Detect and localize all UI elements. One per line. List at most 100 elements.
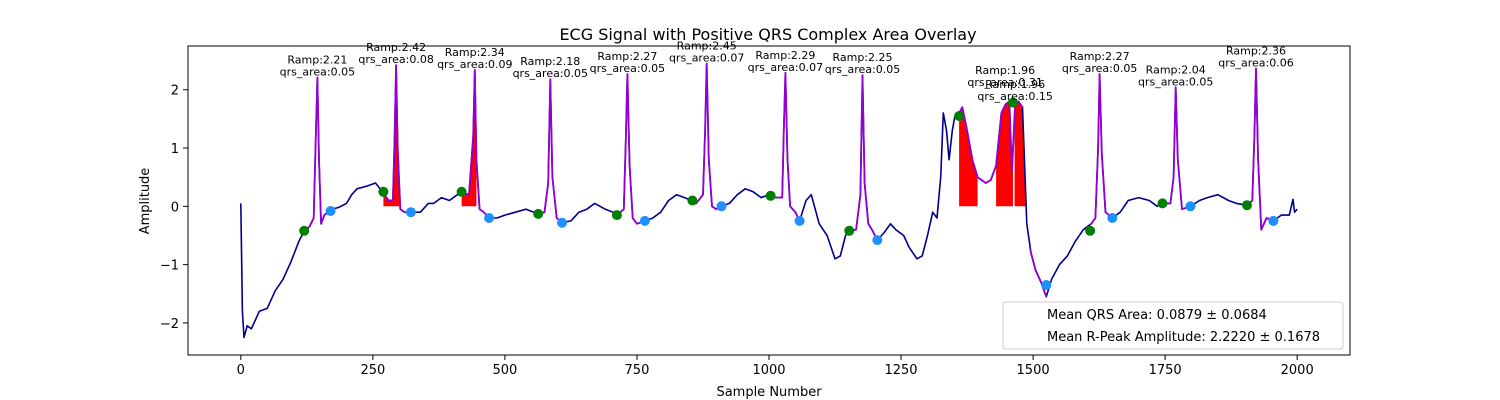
y-tick-label: −2 [160, 317, 179, 332]
qrs-area-label: qrs_area:0.31 [967, 76, 1042, 89]
x-tick-label: 2000 [1281, 363, 1314, 378]
ramp-label: Ramp:2.42 [366, 41, 426, 54]
x-tick-label: 500 [492, 363, 517, 378]
qrs-area-fill-3 [959, 107, 978, 207]
qrs-complex-segment-9 [958, 100, 1024, 184]
qrs-area-label: qrs_area:0.07 [748, 61, 823, 74]
qrs-complex-segment-5 [616, 73, 646, 225]
qrs-area-fill-1 [383, 65, 400, 207]
q-onset-marker-3 [456, 186, 467, 197]
qrs-area-label: qrs_area:0.09 [437, 58, 512, 71]
qrs-area-label: qrs_area:0.05 [1138, 75, 1213, 88]
q-onset-marker-4 [533, 208, 544, 219]
ramp-label: Ramp:2.04 [1146, 63, 1206, 76]
qrs-complex-segment-2 [381, 64, 411, 214]
legend-box [1002, 301, 1344, 350]
q-onset-marker-7 [765, 190, 776, 201]
y-tick-label: 2 [171, 84, 179, 99]
q-onset-marker-2 [378, 186, 389, 197]
qrs-area-fill-2 [461, 69, 477, 207]
s-offset-marker-4 [557, 217, 567, 228]
legend-entry-mean-r-peak-amplitude: Mean R-Peak Amplitude: 2.2220 ± 0.1678 [1047, 330, 1320, 345]
x-tick-label: 1250 [884, 363, 917, 378]
qrs-area-fill-5 [1014, 101, 1027, 207]
q-onset-marker-6 [687, 195, 698, 206]
qrs-area-label: qrs_area:0.15 [977, 90, 1052, 103]
s-offset-marker-7 [794, 215, 805, 226]
s-offset-marker-2 [405, 207, 416, 218]
s-offset-marker-6 [716, 201, 727, 212]
q-onset-marker-11 [1085, 225, 1096, 236]
legend: Mean QRS Area: 0.0879 ± 0.0684 Mean R-Pe… [1002, 301, 1344, 350]
y-tick-label: −1 [160, 259, 179, 274]
q-onset-marker-8 [844, 225, 855, 236]
y-axis-label: Amplitude [138, 168, 153, 235]
x-axis-label: Sample Number [716, 385, 822, 400]
ramp-label: Ramp:2.34 [445, 46, 505, 59]
s-offset-marker-9 [1041, 280, 1052, 290]
s-offset-marker-5 [639, 215, 650, 226]
x-tick-label: 250 [360, 363, 385, 378]
ramp-label: Ramp:2.27 [597, 50, 657, 63]
x-tick-label: 1000 [752, 363, 785, 378]
ramp-label: Ramp:2.36 [1226, 45, 1286, 58]
plot-area: Ramp:2.21qrs_area:0.05Ramp:2.42qrs_area:… [240, 40, 1298, 339]
qrs-area-label: qrs_area:0.08 [358, 53, 433, 66]
qrs-complex-segment-11 [1089, 73, 1113, 226]
ramp-label: Ramp:2.29 [755, 49, 815, 62]
y-tick-label: 0 [171, 200, 179, 215]
s-offset-marker-8 [872, 235, 883, 246]
qrs-area-label: qrs_area:0.05 [825, 63, 900, 76]
qrs-area-label: qrs_area:0.07 [669, 52, 744, 65]
qrs-complex-segment-6 [690, 62, 722, 211]
qrs-area-label: qrs_area:0.05 [590, 62, 665, 75]
s-offset-marker-3 [484, 213, 495, 223]
q-onset-marker-1 [299, 225, 310, 236]
qrs-complex-segment-7 [768, 71, 801, 222]
ramp-label: Ramp:1.96 [975, 64, 1035, 77]
s-offset-marker-10 [1107, 213, 1118, 223]
s-offset-marker-1 [325, 206, 336, 216]
x-axis-ticks: 0 250 500 750 1000 1250 1500 1750 2000 [237, 355, 1314, 378]
x-tick-label: 750 [625, 363, 650, 378]
y-tick-label: 1 [171, 142, 179, 157]
qrs-complex-segment-3 [461, 69, 490, 219]
ramp-label: Ramp:2.18 [520, 55, 580, 68]
chart-title: ECG Signal with Positive QRS Complex Are… [559, 25, 976, 44]
q-onset-marker-5 [611, 210, 622, 221]
qrs-complex-segment-10 [1029, 249, 1048, 298]
qrs-complex-segment-4 [537, 78, 563, 224]
qrs-area-label: qrs_area:0.06 [1218, 57, 1293, 70]
ramp-label: Ramp:2.25 [832, 51, 892, 64]
ramp-label: Ramp:2.27 [1070, 50, 1130, 63]
y-axis-ticks: −2 −1 0 1 2 [160, 84, 188, 332]
qrs-area-label: qrs_area:0.05 [513, 67, 588, 80]
qrs-area-label: qrs_area:0.05 [1062, 62, 1137, 75]
ramp-label: Ramp:2.21 [287, 54, 347, 67]
ramp-label: Ramp:2.45 [677, 40, 737, 53]
x-tick-label: 0 [237, 363, 245, 378]
qrs-complex-segment-12 [1162, 86, 1191, 211]
q-onset-marker-12 [1157, 198, 1168, 209]
x-tick-label: 1750 [1149, 363, 1182, 378]
q-onset-marker-10 [1008, 97, 1018, 108]
q-onset-marker-13 [1242, 200, 1252, 211]
qrs-area-label: qrs_area:0.05 [280, 66, 355, 79]
q-onset-marker-9 [954, 111, 965, 121]
legend-entry-mean-qrs-area: Mean QRS Area: 0.0879 ± 0.0684 [1047, 308, 1267, 323]
ramp-label: Ramp:1.96 [985, 78, 1045, 91]
